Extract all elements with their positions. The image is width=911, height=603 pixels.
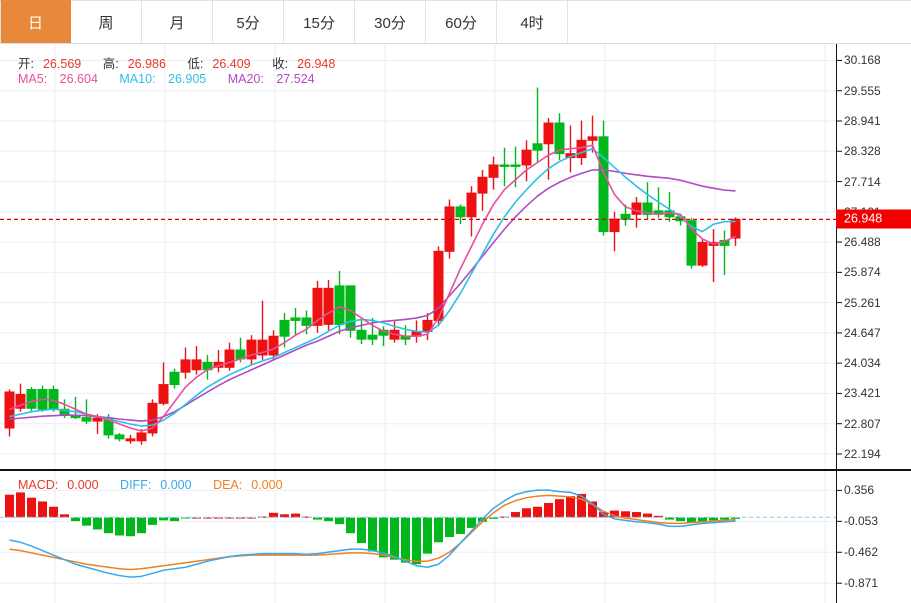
price-axis-tick-label: 28.941: [844, 114, 881, 128]
price-axis-tick-label: 24.647: [844, 325, 881, 340]
period-tab-1[interactable]: 周: [71, 0, 142, 43]
price-axis-tick-label: 29.555: [844, 83, 881, 98]
price-axis-tick-label: 22.807: [844, 416, 881, 431]
period-tab-7[interactable]: 4时: [497, 0, 568, 43]
period-tab-bar: 日 周 月 5分 15分 30分 60分 4时: [0, 0, 911, 44]
macd-axis-divider: [836, 471, 837, 603]
price-axis-divider: [836, 44, 837, 469]
price-axis-tick-label: 23.421: [844, 386, 881, 401]
period-tab-label: 4时: [520, 14, 544, 32]
period-tab-label: 15分: [303, 14, 335, 32]
period-tab-3[interactable]: 5分: [213, 0, 284, 43]
tab-bar-empty-area: [568, 0, 911, 43]
period-tab-4[interactable]: 15分: [284, 0, 355, 43]
price-axis-tick-label: 22.194: [844, 446, 881, 461]
price-axis-tick-label: 25.874: [844, 265, 881, 280]
period-tab-label: 周: [98, 14, 114, 32]
price-axis-tick-label: 28.328: [844, 144, 881, 159]
macd-axis-tick-label: -0.871: [844, 576, 879, 591]
price-axis-tick-label: 27.714: [844, 174, 881, 189]
current-price-badge: 26.948: [836, 209, 911, 229]
period-tab-5[interactable]: 30分: [355, 0, 426, 43]
period-tab-2[interactable]: 月: [142, 0, 213, 43]
price-axis-tick-label: 30.168: [844, 53, 881, 68]
period-tab-label: 月: [169, 14, 185, 32]
price-axis-tick-label: 26.488: [844, 235, 881, 250]
price-candlestick-plot: [0, 44, 842, 469]
period-tab-label: 30分: [374, 14, 406, 32]
macd-axis-tick-label: -0.053: [844, 514, 879, 529]
period-tab-label: 60分: [445, 14, 477, 32]
period-tab-label: 5分: [236, 14, 260, 32]
price-axis-tick-label: 25.261: [844, 295, 881, 310]
period-tab-6[interactable]: 60分: [426, 0, 497, 43]
macd-axis-tick-label: 0.356: [844, 483, 875, 498]
macd-axis-tick-label: -0.462: [844, 545, 879, 560]
macd-plot: [0, 471, 842, 603]
period-tab-0[interactable]: 日: [0, 0, 71, 43]
period-tab-label: 日: [27, 14, 43, 32]
price-chart-pane[interactable]: 开: 26.569 高: 26.986 低: 26.409 收: 26.948 MA5:…: [0, 44, 911, 471]
price-axis-tick-label: 24.034: [844, 356, 881, 371]
macd-indicator-pane[interactable]: MACD: 0.000 DIFF: 0.000 DEA: 0.000 0.356 -0.…: [0, 471, 911, 603]
